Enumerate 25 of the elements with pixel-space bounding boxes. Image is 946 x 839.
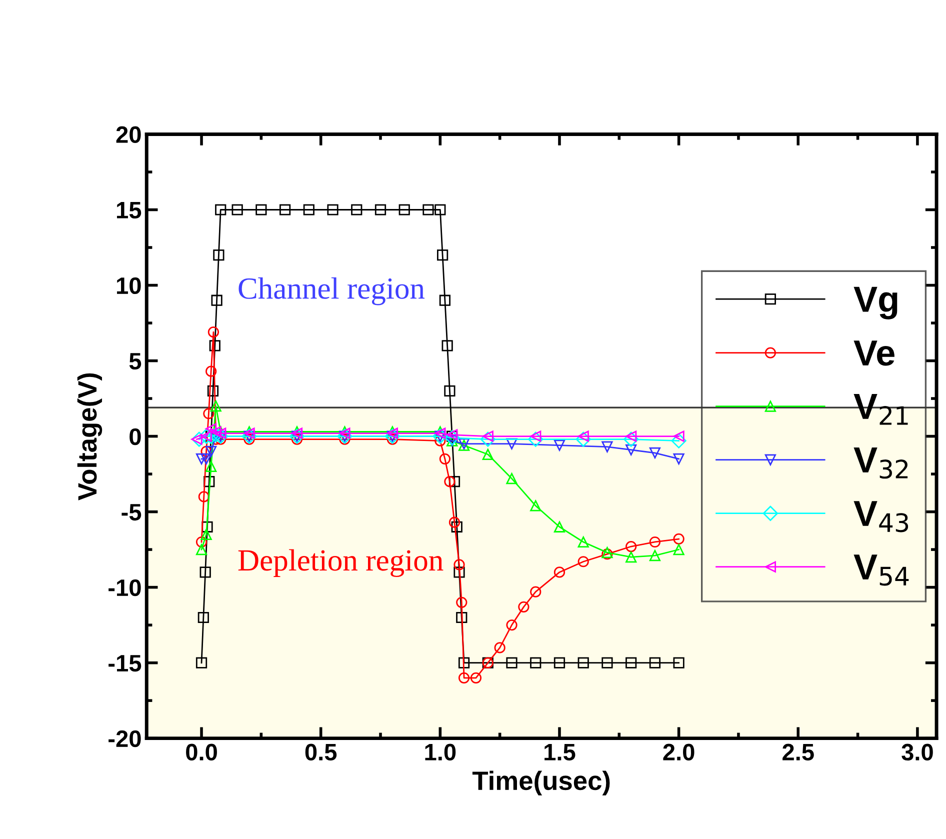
x-tick-label: 0.0 — [186, 744, 217, 761]
y-tick-label: 0 — [130, 428, 141, 446]
x-tick-label: 2.5 — [782, 744, 814, 761]
x-tick-label: 3.0 — [902, 744, 933, 761]
x-tick-label: 0.5 — [305, 744, 337, 761]
legend-label: V$_{32}$ — [854, 448, 908, 479]
x-tick-label: 2.0 — [663, 744, 694, 761]
legend-label: V$_{43}$ — [854, 501, 908, 532]
y-tick-label: 15 — [116, 202, 142, 219]
annotation: Depletion region — [238, 549, 444, 578]
legend-label: V$_{54}$ — [854, 554, 909, 586]
y-tick-label: -20 — [108, 730, 141, 748]
x-axis-title: Time(usec) — [472, 770, 610, 796]
y-axis-title: Voltage(V) — [77, 373, 102, 500]
legend-label: Ve — [854, 340, 894, 366]
y-tick-label: 20 — [116, 126, 141, 144]
x-tick-label: 1.0 — [425, 744, 456, 761]
y-tick-label: 10 — [116, 277, 141, 294]
y-tick-label: -10 — [108, 579, 141, 596]
y-tick-label: -5 — [122, 504, 142, 521]
legend-label: Vg — [854, 286, 898, 320]
y-tick-label: 5 — [129, 353, 142, 370]
x-tick-label: 1.5 — [544, 744, 576, 761]
y-tick-label: -15 — [108, 655, 142, 672]
annotation: Channel region — [238, 277, 425, 306]
